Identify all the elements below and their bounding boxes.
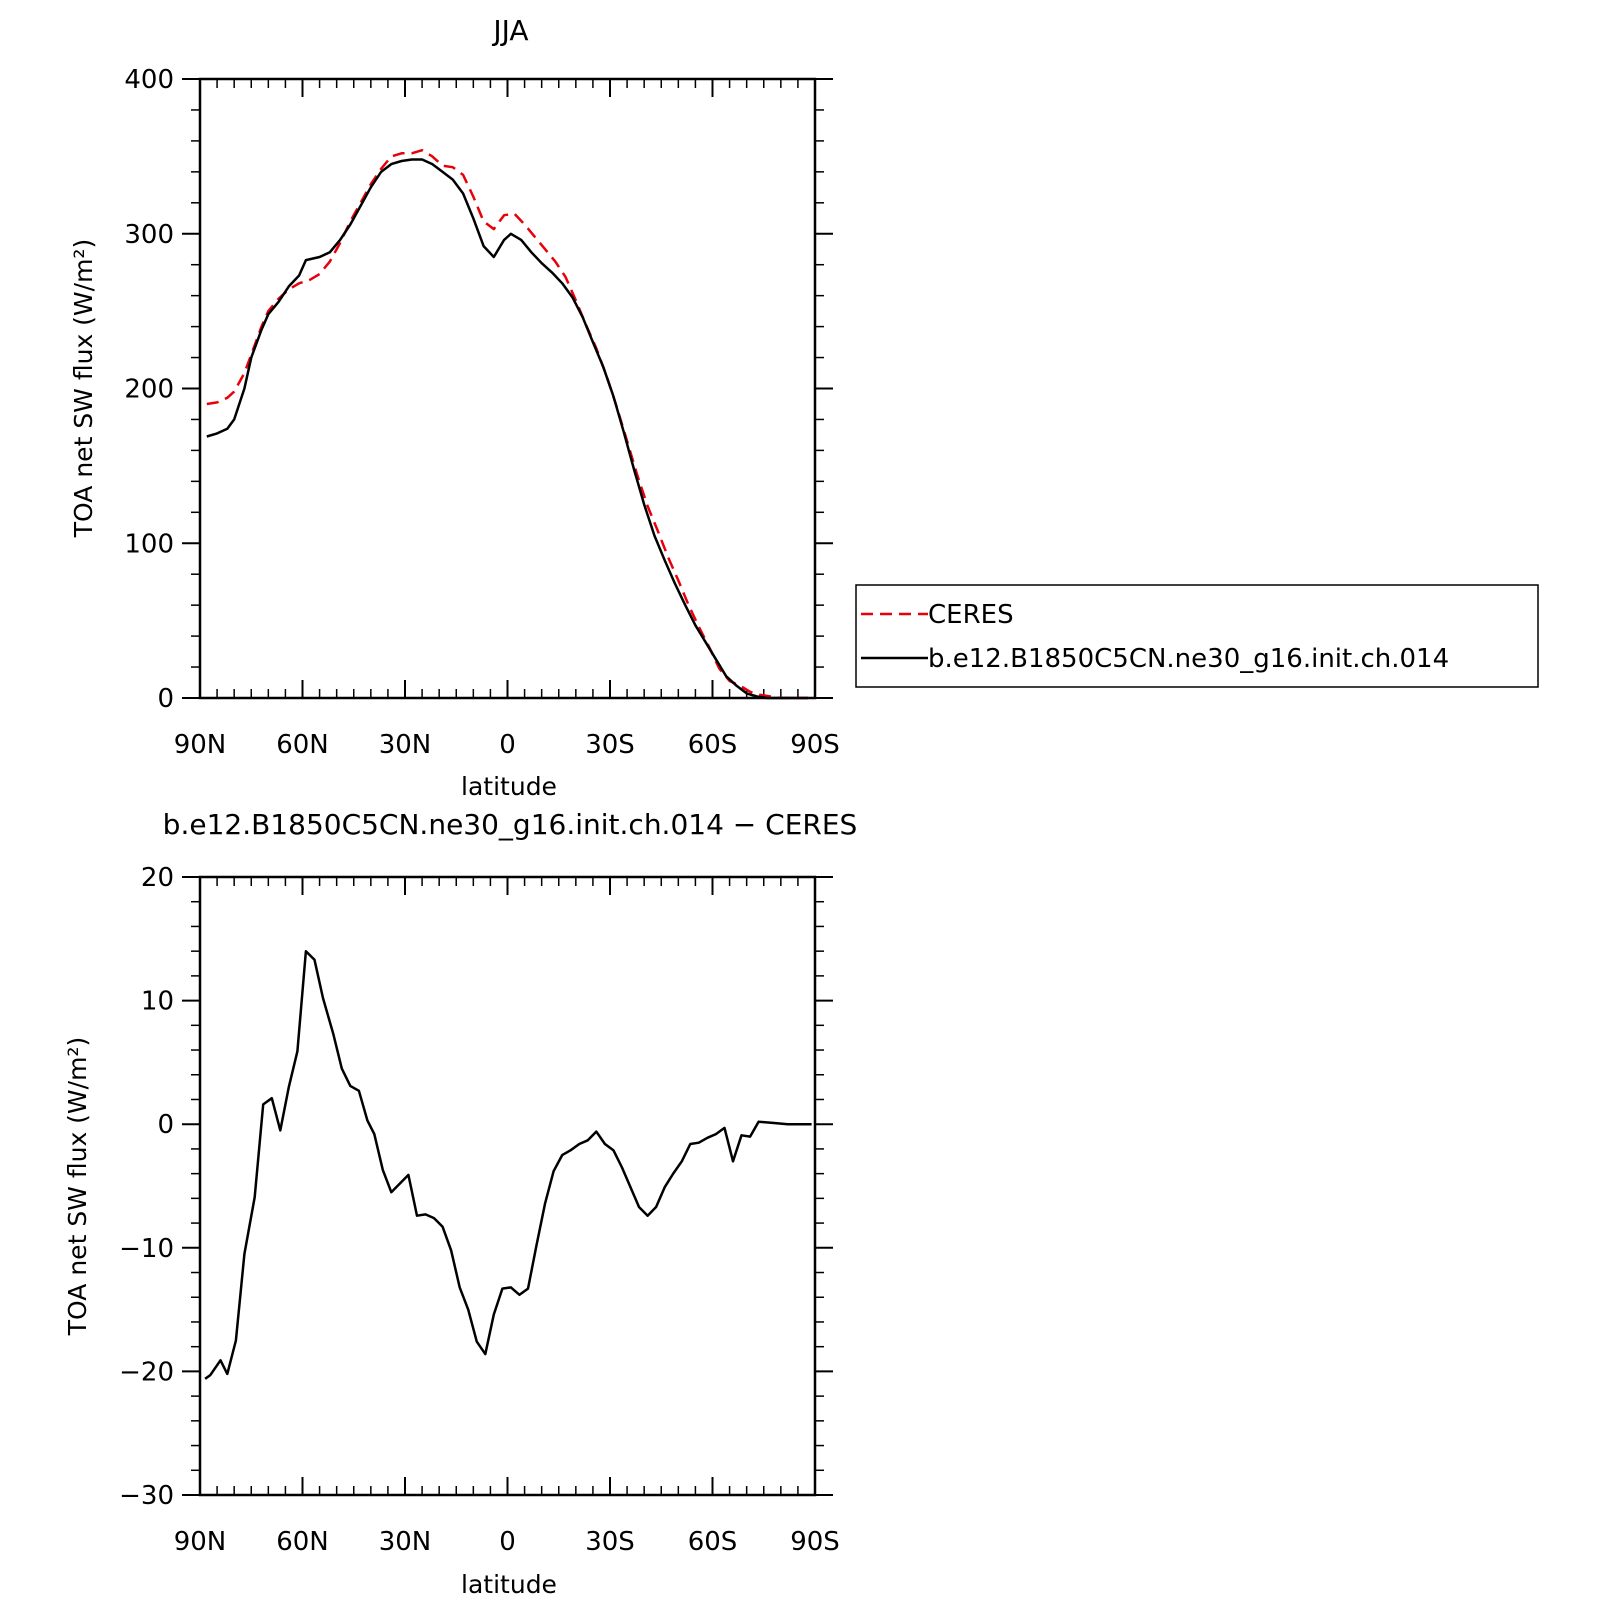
- y-tick-label: 300: [124, 220, 174, 250]
- x-tick-label: 60S: [688, 730, 738, 760]
- y-tick-label: −10: [119, 1234, 174, 1264]
- series-line-b-e12-b1850c5cn-ne30-g16-init-ch-014: [206, 158, 809, 700]
- top-y-tick-labels: 0 100 200 300 400: [124, 65, 174, 714]
- x-tick-label: 30S: [585, 1527, 635, 1557]
- x-tick-label: 90S: [790, 1527, 840, 1557]
- y-tick-label: 0: [157, 1110, 174, 1140]
- x-tick-label: 60S: [688, 1527, 738, 1557]
- y-tick-label: 400: [124, 65, 174, 95]
- x-tick-label: 90N: [174, 730, 227, 760]
- x-tick-label: 30N: [379, 730, 432, 760]
- y-tick-label: 10: [141, 987, 174, 1017]
- legend: CERES b.e12.B1850C5CN.ne30_g16.init.ch.0…: [855, 584, 1539, 688]
- series-line-ceres: [206, 148, 809, 700]
- legend-model-label: b.e12.B1850C5CN.ne30_g16.init.ch.014: [928, 644, 1449, 674]
- x-tick-label: 60N: [276, 730, 329, 760]
- y-tick-label: 200: [124, 375, 174, 405]
- bottom-x-axis-label: latitude: [461, 1570, 557, 1599]
- x-tick-label: 90N: [174, 1527, 227, 1557]
- bottom-x-tick-labels: 90N 60N 30N 0 30S 60S 90S: [174, 1527, 840, 1557]
- x-tick-label: 30S: [585, 730, 635, 760]
- x-tick-label: 0: [499, 730, 516, 760]
- series-line-difference: [204, 949, 812, 1380]
- bottom-chart-frame: [198, 875, 817, 1497]
- x-tick-label: 60N: [276, 1527, 329, 1557]
- bottom-chart: b.e12.B1850C5CN.ne30_g16.init.ch.014 − C…: [63, 808, 857, 1599]
- y-tick-label: 0: [157, 684, 174, 714]
- x-tick-label: 30N: [379, 1527, 432, 1557]
- top-chart-ticks: [182, 78, 833, 699]
- bottom-chart-series: [204, 949, 812, 1380]
- legend-box: [855, 584, 1539, 688]
- y-tick-label: 100: [124, 529, 174, 559]
- y-tick-label: 20: [141, 863, 174, 893]
- top-chart-series: [206, 148, 809, 700]
- x-tick-label: 0: [499, 1527, 516, 1557]
- top-x-tick-labels: 90N 60N 30N 0 30S 60S 90S: [174, 730, 840, 760]
- bottom-chart-title: b.e12.B1850C5CN.ne30_g16.init.ch.014 − C…: [163, 808, 858, 841]
- bottom-y-tick-labels: −30 −20 −10 0 10 20: [119, 863, 174, 1511]
- top-chart: JJA 90N 60N 30N 0 30S 60S 90S 0 100 200 300 400 la…: [69, 14, 1539, 801]
- y-tick-label: −20: [119, 1357, 174, 1387]
- y-tick-label: −30: [119, 1481, 174, 1511]
- top-chart-title: JJA: [491, 14, 528, 47]
- top-x-axis-label: latitude: [461, 772, 557, 801]
- top-chart-frame: [198, 77, 817, 700]
- top-y-axis-label: TOA net SW flux (W/m²): [69, 239, 98, 538]
- legend-ceres-label: CERES: [928, 600, 1014, 630]
- bottom-chart-ticks: [182, 876, 833, 1496]
- x-tick-label: 90S: [790, 730, 840, 760]
- bottom-y-axis-label: TOA net SW flux (W/m²): [63, 1037, 92, 1336]
